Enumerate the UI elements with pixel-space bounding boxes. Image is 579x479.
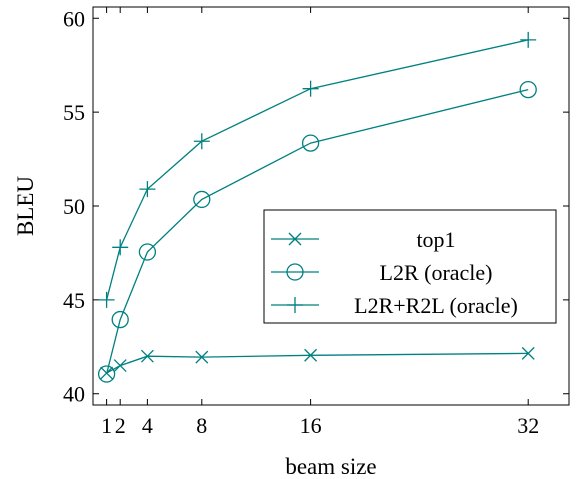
- data-point-l2r-r2l-oracle-8: [193, 133, 210, 150]
- data-point-l2r-r2l-oracle-16: [302, 80, 319, 97]
- legend: top1 L2R (oracle) L2R+R2L (oracle): [263, 209, 557, 324]
- data-point-top1-16: [304, 348, 318, 362]
- series-layer: [97, 31, 537, 383]
- legend-marker-l2r-r2l-oracle: [287, 297, 303, 313]
- x-axis: 1 2 4 8 16 32: [101, 7, 539, 438]
- legend-item-l2r-r2l-oracle: L2R+R2L (oracle): [271, 293, 518, 318]
- x-tick-label-1: 1: [101, 413, 112, 438]
- series-line-l2r-r2l-oracle: [105, 39, 529, 301]
- data-point-l2r-r2l-oracle-32: [520, 31, 537, 48]
- x-axis-label: beam size: [285, 454, 376, 479]
- data-point-l2r-oracle-32: [519, 80, 537, 99]
- y-tick-label-40: 40: [63, 382, 85, 407]
- data-point-top1-16-stroke-b: [304, 348, 318, 362]
- y-tick-label-45: 45: [63, 288, 85, 313]
- data-point-l2r-oracle-16: [301, 134, 320, 152]
- legend-marker-top1: [288, 232, 302, 246]
- data-point-l2r-r2l-oracle-4: [139, 181, 156, 198]
- data-point-l2r-r2l-oracle-2: [112, 239, 129, 256]
- series-top1: [100, 346, 535, 380]
- x-tick-label-16: 16: [300, 413, 322, 438]
- series-line-top1: [106, 352, 529, 374]
- y-tick-label-60: 60: [63, 6, 85, 31]
- x-tick-label-4: 4: [142, 413, 153, 438]
- x-tick-label-2: 2: [115, 413, 126, 438]
- data-point-top1-8-stroke-b: [195, 350, 209, 364]
- data-point-top1-4-stroke-b: [140, 349, 154, 363]
- x-tick-label-32: 32: [517, 413, 539, 438]
- y-axis: 40 45 50 55 60: [63, 6, 569, 407]
- data-point-l2r-oracle-1: [97, 365, 116, 383]
- legend-box: [263, 209, 557, 324]
- y-tick-label-50: 50: [63, 194, 85, 219]
- series-l2r-r2l-oracle: [98, 31, 537, 308]
- data-point-l2r-oracle-4: [138, 243, 157, 261]
- legend-item-top1: top1: [271, 227, 456, 252]
- data-point-top1-2-stroke-b: [113, 359, 127, 373]
- legend-label-l2r-oracle: L2R (oracle): [380, 260, 493, 285]
- legend-label-top1: top1: [416, 227, 455, 252]
- data-point-l2r-oracle-8: [193, 190, 211, 209]
- data-point-top1-8: [195, 350, 209, 364]
- y-tick-label-55: 55: [63, 100, 85, 125]
- series-line-l2r-oracle: [105, 88, 529, 375]
- y-axis-label: BLEU: [13, 176, 38, 236]
- data-point-top1-4: [140, 349, 154, 363]
- data-point-top1-2: [113, 359, 127, 373]
- data-point-top1-32-stroke-b: [521, 346, 535, 360]
- legend-item-l2r-oracle: L2R (oracle): [271, 260, 493, 285]
- legend-label-l2r-r2l-oracle: L2R+R2L (oracle): [354, 293, 518, 318]
- legend-marker-l2r-oracle: [286, 263, 304, 281]
- x-tick-label-8: 8: [196, 413, 207, 438]
- data-point-top1-32: [521, 346, 535, 360]
- legend-marker-top1-stroke-b: [288, 232, 302, 246]
- plot-frame: [92, 6, 570, 406]
- series-l2r-oracle: [97, 80, 537, 383]
- data-point-l2r-r2l-oracle-1: [98, 291, 115, 308]
- data-point-l2r-oracle-2: [111, 310, 129, 329]
